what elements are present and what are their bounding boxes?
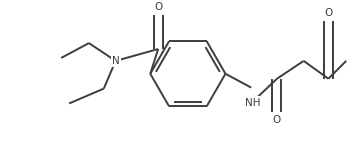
Text: O: O — [324, 8, 333, 18]
Text: N: N — [112, 56, 120, 66]
Text: O: O — [273, 115, 281, 125]
Text: NH: NH — [245, 97, 261, 107]
Text: O: O — [154, 2, 162, 12]
